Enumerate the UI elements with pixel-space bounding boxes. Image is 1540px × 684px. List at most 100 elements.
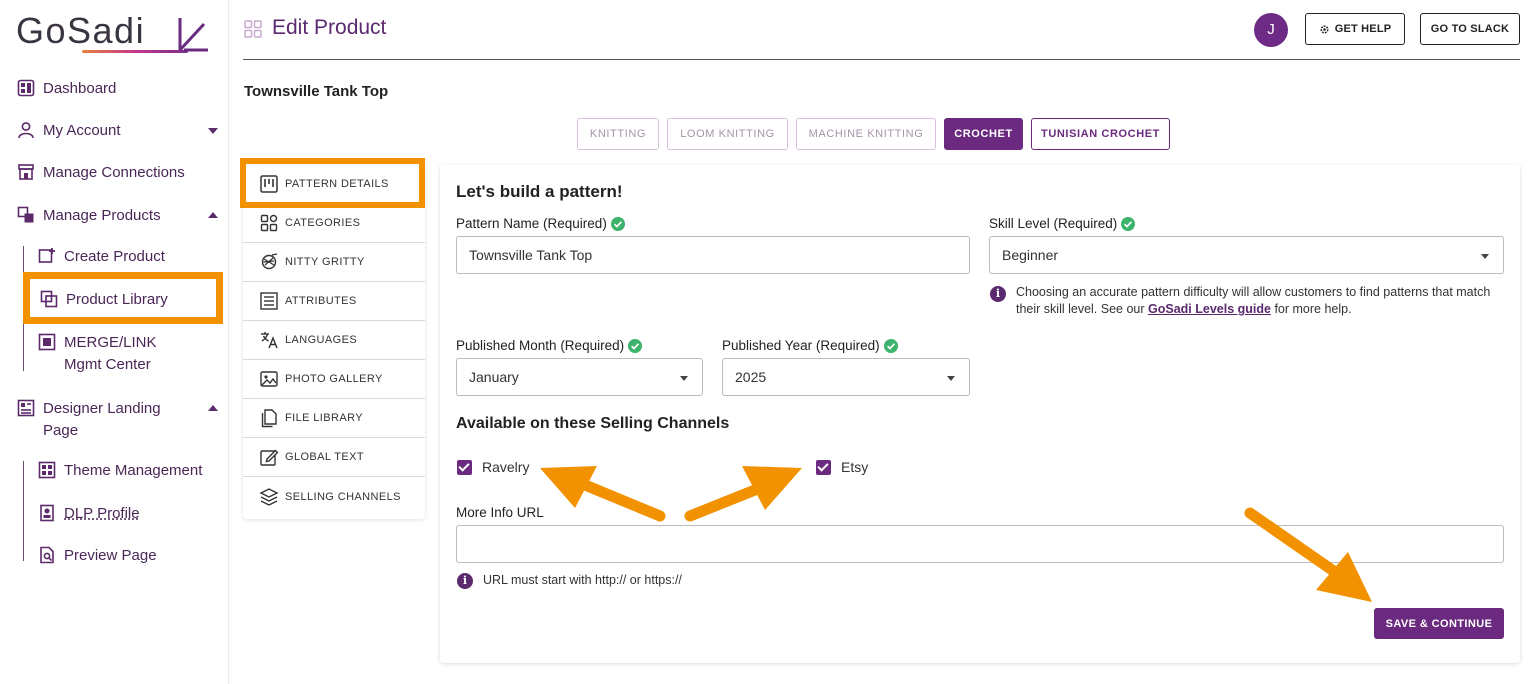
check-circle-icon bbox=[883, 338, 898, 353]
url-help-text: URL must start with http:// or https:// bbox=[483, 573, 682, 587]
products-icon bbox=[17, 206, 34, 223]
check-circle-icon bbox=[610, 216, 625, 231]
go-to-slack-button[interactable]: GO TO SLACK bbox=[1420, 13, 1520, 45]
sidebar-item-theme-management[interactable]: Theme Management bbox=[38, 460, 202, 482]
menu-item-label: SELLING CHANNELS bbox=[285, 490, 401, 503]
sidebar-item-label: Manage Connections bbox=[43, 164, 185, 181]
gosadi-logo[interactable]: GoSadi bbox=[16, 6, 216, 54]
menu-item-attributes[interactable]: ATTRIBUTES bbox=[243, 282, 425, 321]
menu-item-photo-gallery[interactable]: PHOTO GALLERY bbox=[243, 360, 425, 399]
sidebar-item-manage-products[interactable]: Manage Products bbox=[17, 205, 161, 227]
tab-machine-knitting[interactable]: MACHINE KNITTING bbox=[796, 118, 936, 150]
pattern-name-input[interactable]: Townsville Tank Top bbox=[456, 236, 970, 274]
sidebar-item-merge-link[interactable]: MERGE/LINK Mgmt Center bbox=[38, 332, 157, 376]
sidebar-item-dashboard[interactable]: Dashboard bbox=[17, 78, 116, 100]
sidebar-item-label: DLP Profile bbox=[64, 505, 140, 522]
sidebar-item-manage-connections[interactable]: Manage Connections bbox=[17, 162, 185, 184]
check-circle-icon bbox=[628, 338, 643, 353]
sidebar-item-preview-page[interactable]: Preview Page bbox=[38, 545, 157, 567]
sidebar: GoSadi Dashboard My Account Manage Conne… bbox=[0, 0, 229, 684]
merge-link-line2: Mgmt Center bbox=[64, 356, 151, 373]
attributes-icon bbox=[260, 292, 278, 310]
check-circle-icon bbox=[1121, 216, 1136, 231]
chevron-down-icon[interactable] bbox=[208, 128, 218, 134]
menu-item-global-text[interactable]: GLOBAL TEXT bbox=[243, 438, 425, 477]
dashboard-icon bbox=[17, 79, 35, 97]
published-month-label-text: Published Month (Required) bbox=[456, 338, 625, 353]
published-year-label: Published Year (Required) bbox=[722, 338, 898, 353]
pattern-name-label-text: Pattern Name (Required) bbox=[456, 216, 607, 231]
landing-icon bbox=[17, 399, 35, 417]
get-help-button[interactable]: GET HELP bbox=[1305, 13, 1405, 45]
sidebar-item-my-account[interactable]: My Account bbox=[17, 120, 121, 142]
gear-icon bbox=[1320, 24, 1329, 34]
save-and-continue-button[interactable]: SAVE & CONTINUE bbox=[1374, 608, 1504, 639]
menu-item-label: CATEGORIES bbox=[285, 217, 361, 229]
sidebar-item-label: MERGE/LINK Mgmt Center bbox=[64, 332, 157, 376]
ravelry-label: Ravelry bbox=[482, 459, 530, 475]
yarn-icon bbox=[261, 253, 278, 270]
designer-landing-line1: Designer Landing bbox=[43, 400, 161, 417]
photo-icon bbox=[260, 371, 278, 387]
file-icon bbox=[261, 409, 277, 428]
menu-item-file-library[interactable]: FILE LIBRARY bbox=[243, 399, 425, 438]
store-icon bbox=[18, 164, 34, 180]
get-help-label: GET HELP bbox=[1334, 23, 1392, 35]
pattern-details-icon bbox=[260, 175, 278, 193]
skill-level-help: Choosing an accurate pattern difficulty … bbox=[1016, 284, 1506, 318]
tree-line bbox=[23, 461, 24, 561]
gosadi-levels-guide-link[interactable]: GoSadi Levels guide bbox=[1148, 302, 1271, 316]
ravelry-checkbox[interactable]: Ravelry bbox=[457, 459, 529, 475]
menu-item-selling-channels[interactable]: SELLING CHANNELS bbox=[243, 477, 425, 516]
sidebar-item-label: Product Library bbox=[66, 291, 168, 308]
profile-icon bbox=[40, 504, 54, 522]
sidebar-item-label: Manage Products bbox=[43, 207, 161, 224]
chevron-down-icon bbox=[947, 376, 955, 381]
library-icon bbox=[40, 290, 58, 308]
product-name: Townsville Tank Top bbox=[244, 83, 389, 100]
tab-knitting[interactable]: KNITTING bbox=[577, 118, 659, 150]
user-avatar[interactable]: J bbox=[1254, 13, 1288, 47]
chevron-up-icon[interactable] bbox=[208, 405, 218, 411]
sidebar-item-create-product[interactable]: Create Product bbox=[38, 246, 165, 268]
logo-text: GoSadi bbox=[16, 10, 146, 51]
sidebar-item-designer-landing-page[interactable]: Designer Landing Page bbox=[17, 398, 161, 442]
published-month-label: Published Month (Required) bbox=[456, 338, 643, 353]
skill-level-select[interactable]: Beginner bbox=[989, 236, 1504, 274]
menu-item-label: PHOTO GALLERY bbox=[285, 373, 383, 385]
etsy-label: Etsy bbox=[841, 459, 869, 475]
grid-icon bbox=[244, 20, 262, 38]
sidebar-item-label: My Account bbox=[43, 122, 121, 139]
menu-item-label: NITTY GRITTY bbox=[285, 256, 365, 268]
preview-icon bbox=[40, 546, 54, 564]
create-product-icon bbox=[38, 248, 55, 263]
menu-item-nitty-gritty[interactable]: NITTY GRITTY bbox=[243, 243, 425, 282]
logo-underline bbox=[82, 50, 188, 53]
menu-item-label: PATTERN DETAILS bbox=[285, 178, 389, 190]
more-info-url-input[interactable] bbox=[456, 525, 1504, 563]
published-year-select[interactable]: 2025 bbox=[722, 358, 970, 396]
skill-level-label: Skill Level (Required) bbox=[989, 216, 1136, 231]
published-month-value: January bbox=[469, 369, 519, 385]
menu-item-languages[interactable]: LANGUAGES bbox=[243, 321, 425, 360]
user-icon bbox=[18, 122, 34, 139]
etsy-checkbox[interactable]: Etsy bbox=[816, 459, 868, 475]
chevron-up-icon[interactable] bbox=[208, 212, 218, 218]
menu-item-label: GLOBAL TEXT bbox=[285, 451, 364, 463]
info-icon: i bbox=[990, 286, 1006, 302]
tab-loom-knitting[interactable]: LOOM KNITTING bbox=[667, 118, 788, 150]
merge-icon bbox=[38, 333, 56, 351]
chevron-down-icon bbox=[1481, 254, 1489, 259]
tab-crochet[interactable]: CROCHET bbox=[944, 118, 1023, 150]
sidebar-item-product-library[interactable]: Product Library bbox=[40, 289, 168, 311]
menu-item-categories[interactable]: CATEGORIES bbox=[243, 204, 425, 243]
form-heading: Let's build a pattern! bbox=[456, 182, 623, 201]
tab-tunisian-crochet[interactable]: TUNISIAN CROCHET bbox=[1031, 118, 1170, 150]
merge-link-line1: MERGE/LINK bbox=[64, 334, 157, 351]
product-library-highlight bbox=[23, 272, 223, 324]
published-month-select[interactable]: January bbox=[456, 358, 703, 396]
skill-help-prefix: Choosing an accurate pattern difficulty … bbox=[1016, 285, 1491, 316]
sidebar-item-dlp-profile[interactable]: DLP Profile bbox=[38, 503, 140, 525]
pattern-details-highlight bbox=[240, 158, 425, 208]
edit-icon bbox=[260, 449, 279, 466]
